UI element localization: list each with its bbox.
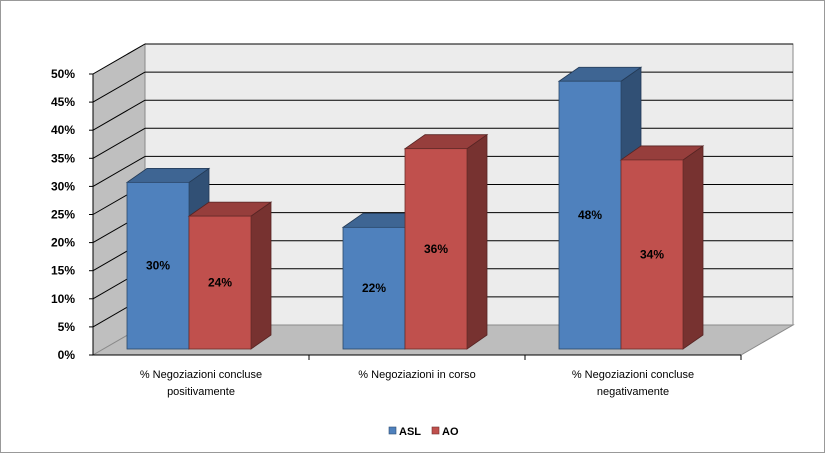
y-tick-label: 25% — [51, 208, 75, 222]
gridline-side — [92, 155, 146, 187]
bar-ao-3: 34% — [619, 145, 705, 350]
bar-front — [188, 215, 252, 350]
x-category-label: % Negoziazioni in corso — [358, 369, 475, 381]
data-label: 34% — [640, 247, 664, 261]
y-tick-label: 15% — [51, 264, 75, 278]
y-tick-label: 20% — [51, 236, 75, 250]
y-tick-label: 0% — [58, 348, 76, 362]
gridline-side — [92, 99, 146, 131]
bar-asl-2: 22% — [341, 212, 427, 350]
bar-front — [620, 159, 684, 350]
legend: ASL AO — [388, 426, 459, 438]
y-tick-label: 10% — [51, 292, 75, 306]
x-category-label: positivamente — [167, 386, 235, 398]
data-label: 48% — [578, 208, 602, 222]
bar-side — [250, 201, 272, 350]
bar-side — [466, 133, 488, 350]
bar-front — [404, 148, 468, 350]
x-category-label: % Negoziazioni concluse — [140, 369, 262, 381]
data-label: 36% — [424, 242, 448, 256]
y-tick-label: 30% — [51, 179, 75, 193]
bar-front — [558, 80, 622, 350]
bar-ao-1: 24% — [187, 201, 273, 350]
legend-swatch-asl — [388, 426, 397, 435]
y-tick-label: 40% — [51, 123, 75, 137]
y-tick-label: 35% — [51, 151, 75, 165]
bar-ao-2: 36% — [403, 133, 489, 350]
bar-side — [682, 145, 704, 350]
x-category-label: % Negoziazioni concluse — [572, 369, 694, 381]
legend-label-asl: ASL — [399, 426, 421, 438]
y-tick-label: 45% — [51, 95, 75, 109]
data-label: 30% — [146, 259, 170, 273]
data-label: 24% — [208, 276, 232, 290]
gridline-side — [92, 71, 146, 103]
legend-label-ao: AO — [442, 426, 459, 438]
y-tick-label: 5% — [58, 320, 76, 334]
data-label: 22% — [362, 281, 386, 295]
x-category-label: negativamente — [597, 386, 669, 398]
bar-front — [126, 181, 190, 350]
legend-swatch-ao — [431, 426, 440, 435]
gridline-side — [92, 43, 146, 75]
y-tick-label: 50% — [51, 67, 75, 81]
bar-front — [342, 226, 406, 350]
gridline-side — [92, 127, 146, 159]
